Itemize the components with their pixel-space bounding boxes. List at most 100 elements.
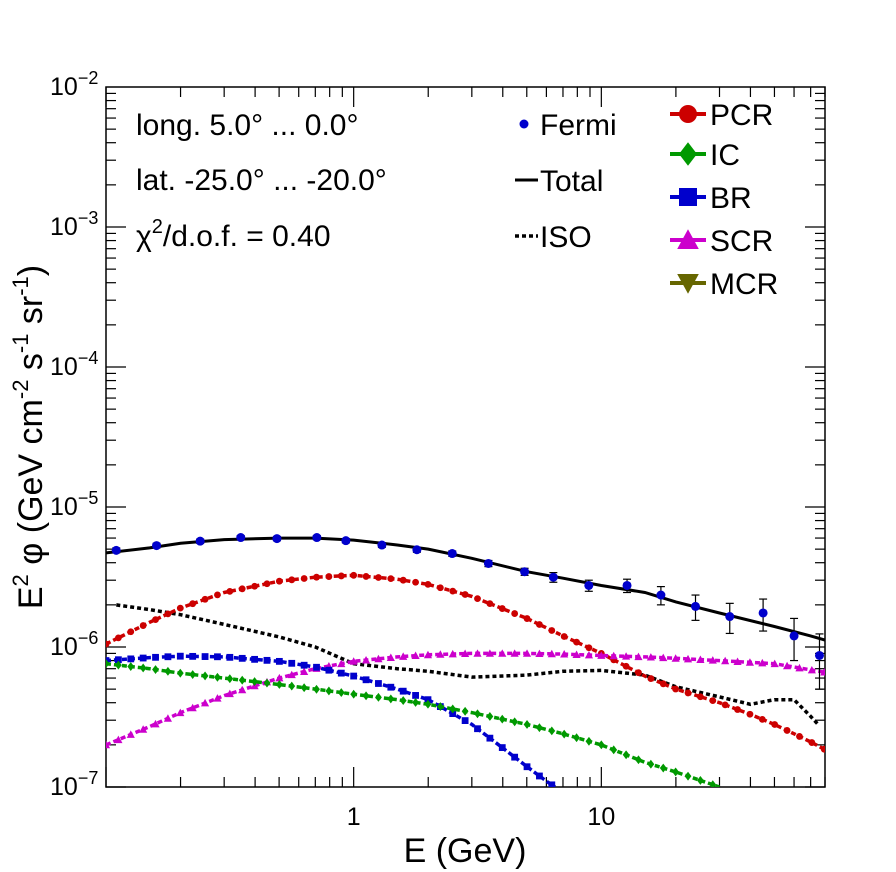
series-marker-br — [176, 652, 184, 660]
y-tick-label-exponent: −4 — [78, 348, 99, 368]
series-marker-ic — [597, 740, 605, 750]
series-marker-scr — [820, 668, 825, 676]
y-axis-title-superscript: -1 — [8, 276, 33, 296]
series-marker-pcr — [783, 727, 791, 734]
series-marker-ic — [585, 736, 593, 746]
series-marker-pcr — [189, 600, 197, 608]
series-marker-scr — [423, 650, 433, 659]
fermi-marker — [195, 536, 205, 546]
series-marker-scr — [622, 652, 631, 660]
fermi-data-layer — [111, 533, 824, 690]
series-marker-ic — [325, 686, 333, 696]
series-marker-ic — [511, 717, 519, 727]
series-marker-ic — [560, 729, 568, 739]
y-tick-label-base: 10 — [50, 353, 78, 381]
y-axis-title-part: φ (GeV cm — [12, 399, 50, 574]
x-tick-label: 1 — [347, 803, 361, 831]
fermi-marker — [447, 549, 457, 559]
y-tick-label-base: 10 — [50, 773, 78, 801]
series-marker-pcr — [176, 604, 184, 612]
series-marker-ic — [684, 771, 692, 781]
series-marker-pcr — [758, 715, 766, 723]
series-marker-ic — [486, 712, 494, 721]
chi2-symbol: χ — [136, 220, 152, 253]
fermi-data-point — [814, 633, 824, 690]
series-marker-scr — [783, 661, 792, 670]
legend-symbol — [519, 119, 529, 129]
fermi-data-point — [111, 545, 121, 555]
series-marker-ic — [659, 763, 667, 773]
series-marker-scr — [758, 658, 767, 667]
series-marker-br — [288, 659, 296, 667]
series-marker-scr — [163, 714, 172, 722]
y-tick-label: 10−5 — [50, 488, 98, 521]
series-marker-pcr — [647, 675, 655, 682]
series-marker-ic — [362, 691, 370, 701]
series-marker-scr — [522, 649, 532, 657]
series-marker-scr — [745, 658, 755, 666]
series-marker-pcr — [449, 587, 457, 595]
series-marker-scr — [106, 740, 111, 749]
series-marker-ic — [523, 720, 531, 729]
series-marker-ic — [127, 662, 135, 671]
series-marker-scr — [374, 654, 383, 663]
fermi-marker — [111, 545, 121, 555]
series-marker-pcr — [560, 633, 568, 640]
series-marker-scr — [485, 649, 494, 657]
series-marker-scr — [659, 653, 668, 662]
legend-label: ISO — [540, 221, 592, 254]
series-marker-pcr — [536, 621, 543, 628]
series-marker-pcr — [498, 605, 506, 612]
series-line-iso — [116, 603, 820, 726]
fermi-marker — [152, 541, 162, 551]
y-tick-label: 10−7 — [50, 768, 98, 801]
y-axis-title-part: s — [12, 353, 50, 379]
fermi-marker — [758, 608, 768, 618]
series-marker-ic — [275, 680, 283, 689]
series-marker-scr — [683, 654, 693, 663]
series-marker-ic — [164, 666, 172, 676]
legend-label: SCR — [710, 225, 773, 258]
series-marker-scr — [547, 649, 556, 658]
series-marker-pcr — [139, 622, 147, 629]
series-marker-br — [350, 672, 358, 680]
series-pcr — [106, 571, 825, 753]
series-marker-ic — [548, 726, 556, 736]
series-marker-scr — [721, 656, 730, 665]
legend-entry-ic: IC — [670, 139, 740, 172]
series-marker-ic — [263, 678, 271, 688]
series-marker-scr — [448, 649, 457, 658]
series-marker-pcr — [399, 576, 407, 584]
series-marker-pcr — [659, 680, 667, 688]
fermi-data-point — [548, 571, 558, 583]
y-tick-label-base: 10 — [50, 493, 78, 521]
series-marker-ic — [313, 684, 320, 694]
chi2-superscript: 2 — [152, 216, 163, 238]
series-marker-ic — [337, 688, 345, 697]
y-tick-label-exponent: −6 — [78, 628, 99, 648]
fermi-marker — [483, 558, 493, 568]
y-tick-label-base: 10 — [50, 73, 78, 101]
series-marker-ic — [399, 696, 407, 706]
series-marker-scr — [609, 651, 618, 660]
fermi-marker — [656, 590, 666, 600]
y-tick-label-exponent: −3 — [78, 208, 99, 228]
series-marker-scr — [733, 657, 742, 665]
series-marker-scr — [200, 698, 210, 707]
series-marker-ic — [474, 709, 481, 719]
fermi-marker — [412, 545, 422, 555]
y-tick-label-exponent: −7 — [78, 768, 99, 788]
series-marker-pcr — [288, 576, 296, 584]
series-marker-ic — [350, 689, 358, 699]
series-marker-scr — [411, 651, 420, 660]
fermi-marker — [814, 650, 824, 660]
series-marker-ic — [214, 672, 221, 682]
y-axis-title-superscript: -1 — [8, 334, 33, 354]
series-marker-scr — [770, 659, 779, 668]
series-scr — [106, 649, 825, 749]
series-marker-scr — [634, 652, 643, 661]
series-marker-scr — [510, 649, 519, 657]
fermi-data-point — [447, 549, 457, 559]
series-marker-pcr — [275, 577, 283, 585]
